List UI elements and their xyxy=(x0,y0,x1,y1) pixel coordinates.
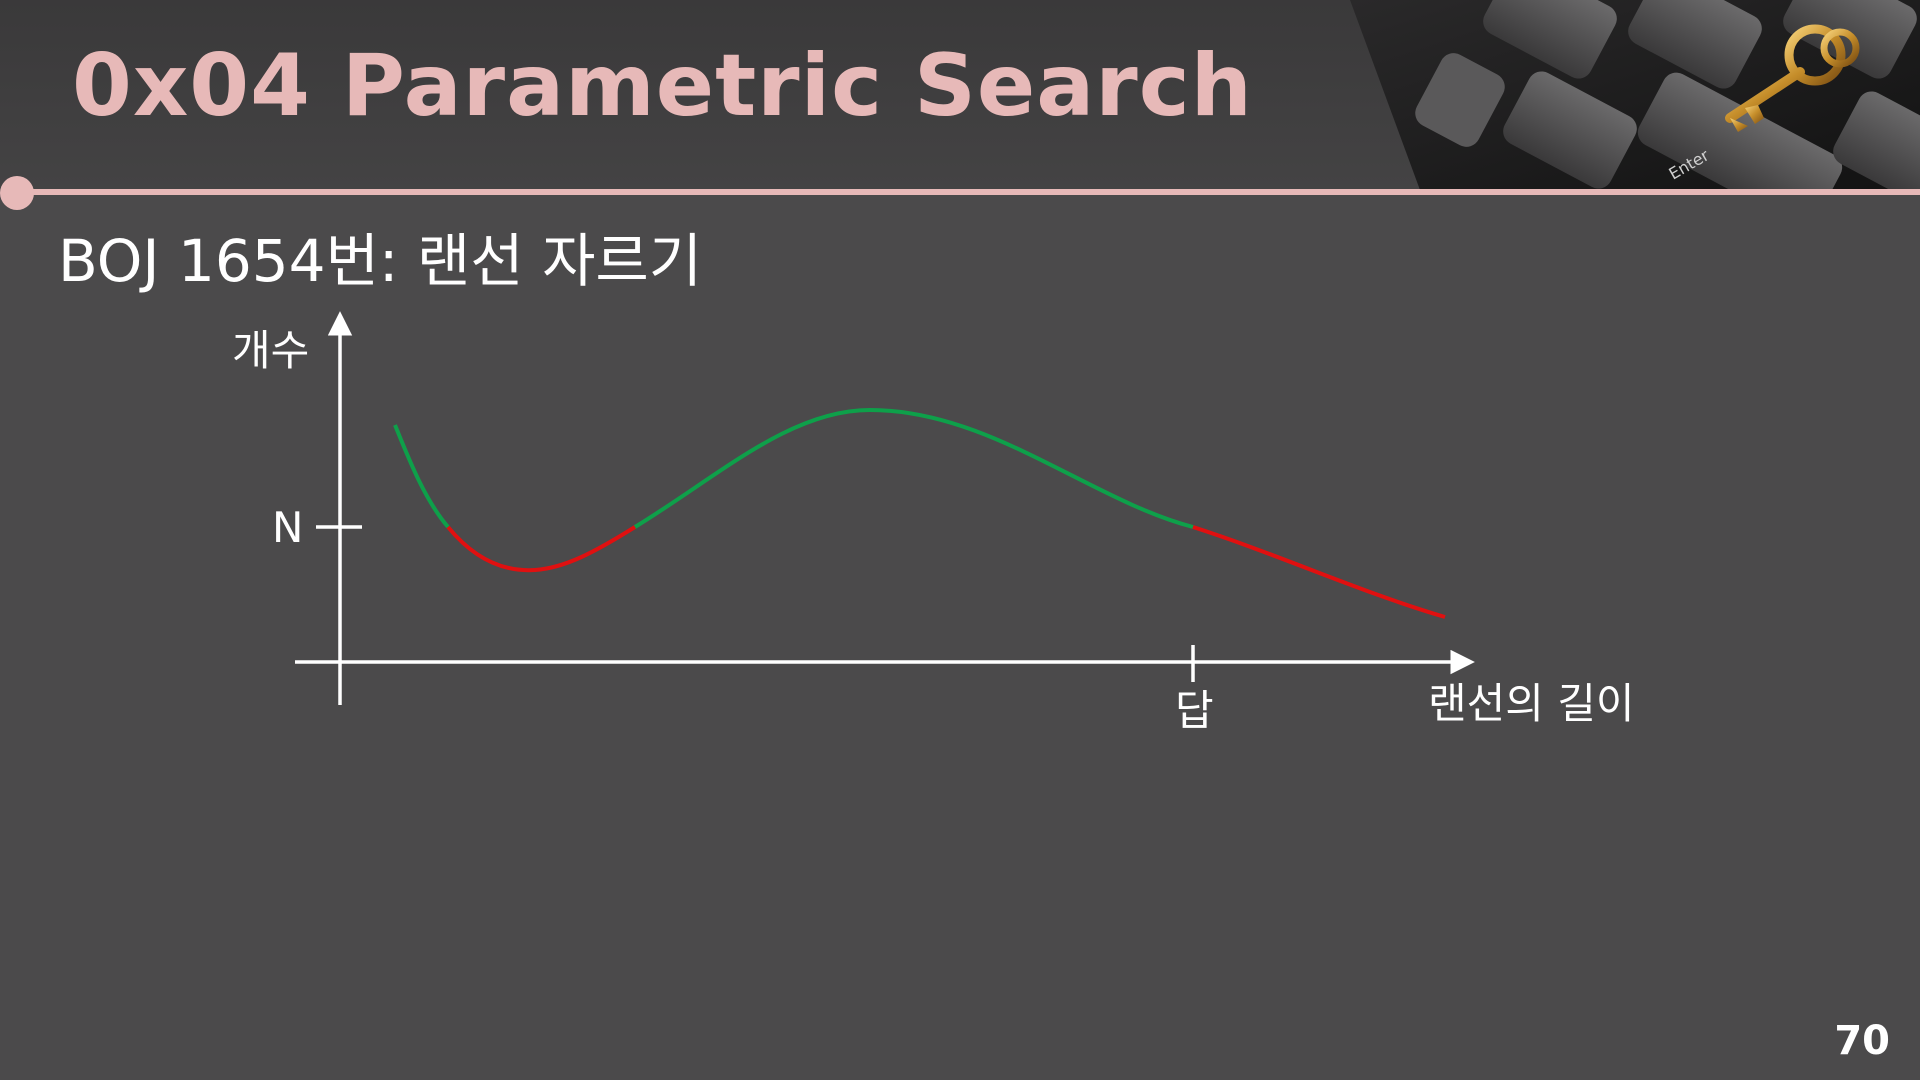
y-axis-label: 개수 xyxy=(232,326,309,375)
slide-title: 0x04 Parametric Search xyxy=(72,36,1253,136)
golden-key-icon xyxy=(1725,24,1860,132)
page-number: 70 xyxy=(1834,1018,1890,1064)
header-divider xyxy=(18,189,1920,195)
slide-header: 0x04 Parametric Search xyxy=(0,0,1920,190)
curve-segment-above-n-2 xyxy=(633,407,1194,529)
curve-segment-below-n-2 xyxy=(1192,525,1446,619)
y-tick-label-n: N xyxy=(272,503,303,552)
x-axis-label: 랜선의 길이 xyxy=(1428,679,1635,728)
x-tick-label-answer: 답 xyxy=(1175,686,1214,735)
curve-segment-above-n-1 xyxy=(393,424,450,529)
divider-dot xyxy=(0,176,34,210)
problem-title: BOJ 1654번: 랜선 자르기 xyxy=(58,227,703,295)
curve-segment-below-n-1 xyxy=(446,525,637,573)
keyboard-key-image: Enter xyxy=(1350,0,1920,190)
keycap-grid xyxy=(1415,0,1920,190)
